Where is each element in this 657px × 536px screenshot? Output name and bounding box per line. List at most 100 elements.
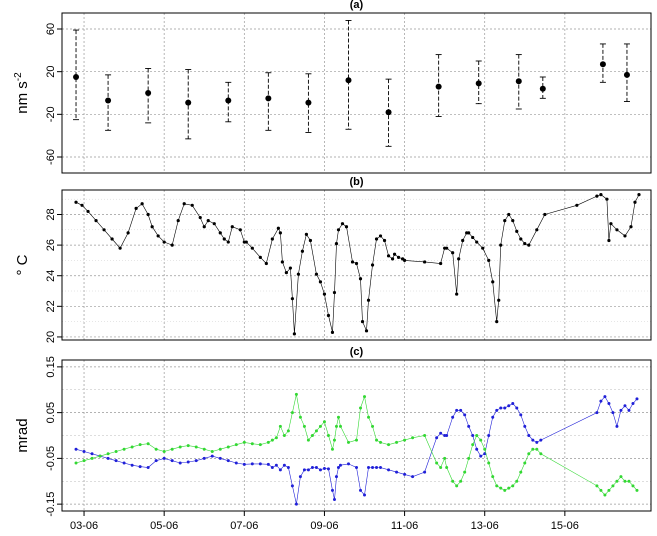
tilt-point bbox=[479, 438, 483, 442]
tilt-point bbox=[294, 392, 298, 396]
tilt-point bbox=[599, 399, 603, 403]
y-tick-label: 22 bbox=[45, 300, 57, 312]
tilt-point bbox=[90, 456, 94, 460]
tilt-point bbox=[318, 424, 322, 428]
tilt-point bbox=[74, 461, 78, 465]
temperature-point bbox=[471, 235, 475, 240]
tilt-point bbox=[318, 468, 322, 472]
temperature-point bbox=[226, 240, 230, 244]
tilt-point bbox=[178, 445, 182, 449]
temperature-point bbox=[290, 297, 294, 301]
tilt-point bbox=[282, 434, 286, 437]
tilt-point bbox=[455, 484, 459, 488]
temperature-point bbox=[364, 329, 369, 333]
temperature-point bbox=[507, 212, 511, 217]
tilt-point bbox=[471, 434, 475, 437]
tilt-point bbox=[326, 434, 330, 437]
tilt-point bbox=[314, 429, 318, 433]
y-tick-label: -20 bbox=[45, 106, 57, 122]
temperature-point bbox=[182, 202, 186, 206]
tilt-point bbox=[603, 395, 607, 399]
tilt-point bbox=[619, 408, 623, 412]
temperature-point bbox=[609, 222, 613, 226]
tilt-point bbox=[270, 466, 274, 470]
plot-frame bbox=[61, 359, 652, 512]
tilt-point bbox=[170, 447, 174, 451]
tilt-point bbox=[375, 466, 379, 470]
temperature-point bbox=[222, 237, 226, 241]
tilt-point bbox=[411, 436, 415, 440]
data-point bbox=[435, 83, 442, 90]
tilt-point bbox=[479, 454, 483, 458]
tilt-point bbox=[451, 479, 455, 483]
tilt-point bbox=[210, 454, 214, 458]
tilt-point bbox=[302, 424, 306, 428]
tilt-point bbox=[535, 440, 539, 444]
tilt-point bbox=[186, 460, 190, 464]
tilt-point bbox=[531, 447, 535, 451]
tilt-point bbox=[258, 462, 262, 466]
tilt-point bbox=[363, 493, 367, 497]
tilt-point bbox=[154, 459, 158, 463]
tilt-point bbox=[338, 463, 342, 467]
temperature-point bbox=[497, 298, 501, 302]
x-tick-label: 13-06 bbox=[471, 520, 499, 532]
data-point bbox=[185, 99, 192, 106]
x-tick-label: 11-06 bbox=[391, 520, 418, 532]
panel-b: (b) 28 26 24 22 20 ° C bbox=[14, 176, 652, 343]
tilt-point bbox=[210, 450, 214, 454]
tilt-point bbox=[443, 456, 447, 460]
temperature-point bbox=[599, 192, 603, 197]
temperature-point bbox=[637, 192, 641, 197]
temperature-point bbox=[102, 228, 106, 232]
temperature-point bbox=[615, 228, 619, 232]
temperature-point bbox=[280, 260, 284, 264]
tilt-point bbox=[226, 459, 230, 463]
temperature-point bbox=[278, 231, 282, 235]
tilt-point bbox=[615, 479, 619, 483]
temperature-point bbox=[340, 222, 345, 226]
tilt-point bbox=[218, 456, 222, 460]
tilt-point bbox=[278, 424, 282, 428]
tilt-point bbox=[326, 467, 330, 471]
tilt-point bbox=[519, 470, 523, 474]
tilt-point bbox=[371, 424, 375, 428]
data-point bbox=[345, 77, 352, 84]
tilt-point bbox=[122, 447, 126, 451]
temperature-point bbox=[519, 237, 523, 241]
temperature-point bbox=[366, 298, 371, 302]
temperature-point bbox=[118, 246, 122, 250]
tilt-point bbox=[298, 415, 302, 419]
tilt-point bbox=[355, 438, 358, 442]
temperature-point bbox=[230, 225, 234, 229]
tilt-point bbox=[218, 447, 222, 451]
temperature-point bbox=[390, 257, 395, 261]
tilt-point bbox=[234, 443, 238, 447]
tilt-point bbox=[162, 450, 166, 454]
data-point bbox=[515, 78, 522, 85]
panel-a: (a) 60 20 -20 -60 nm s-2 bbox=[13, 0, 652, 174]
tilt-point bbox=[250, 442, 254, 446]
tilt-point bbox=[607, 488, 611, 492]
data-point bbox=[539, 85, 546, 92]
tilt-point bbox=[266, 462, 270, 466]
temperature-point bbox=[334, 241, 339, 246]
temperature-point bbox=[392, 252, 397, 256]
tilt-point bbox=[459, 479, 463, 483]
tilt-point bbox=[290, 484, 294, 488]
tilt-point bbox=[471, 443, 475, 447]
tilt-point bbox=[242, 440, 246, 444]
temperature-point bbox=[439, 261, 443, 266]
tilt-point bbox=[611, 411, 615, 415]
temperature-point bbox=[487, 258, 491, 263]
tilt-point bbox=[226, 445, 230, 449]
data-point bbox=[305, 99, 312, 106]
temperature-point bbox=[605, 197, 609, 201]
tilt-point bbox=[98, 454, 102, 458]
temperature-point bbox=[467, 231, 471, 235]
tilt-point bbox=[455, 408, 459, 412]
temperature-point bbox=[527, 243, 531, 247]
tilt-point bbox=[314, 466, 318, 470]
tilt-point bbox=[82, 450, 86, 454]
tilt-point bbox=[202, 456, 206, 460]
